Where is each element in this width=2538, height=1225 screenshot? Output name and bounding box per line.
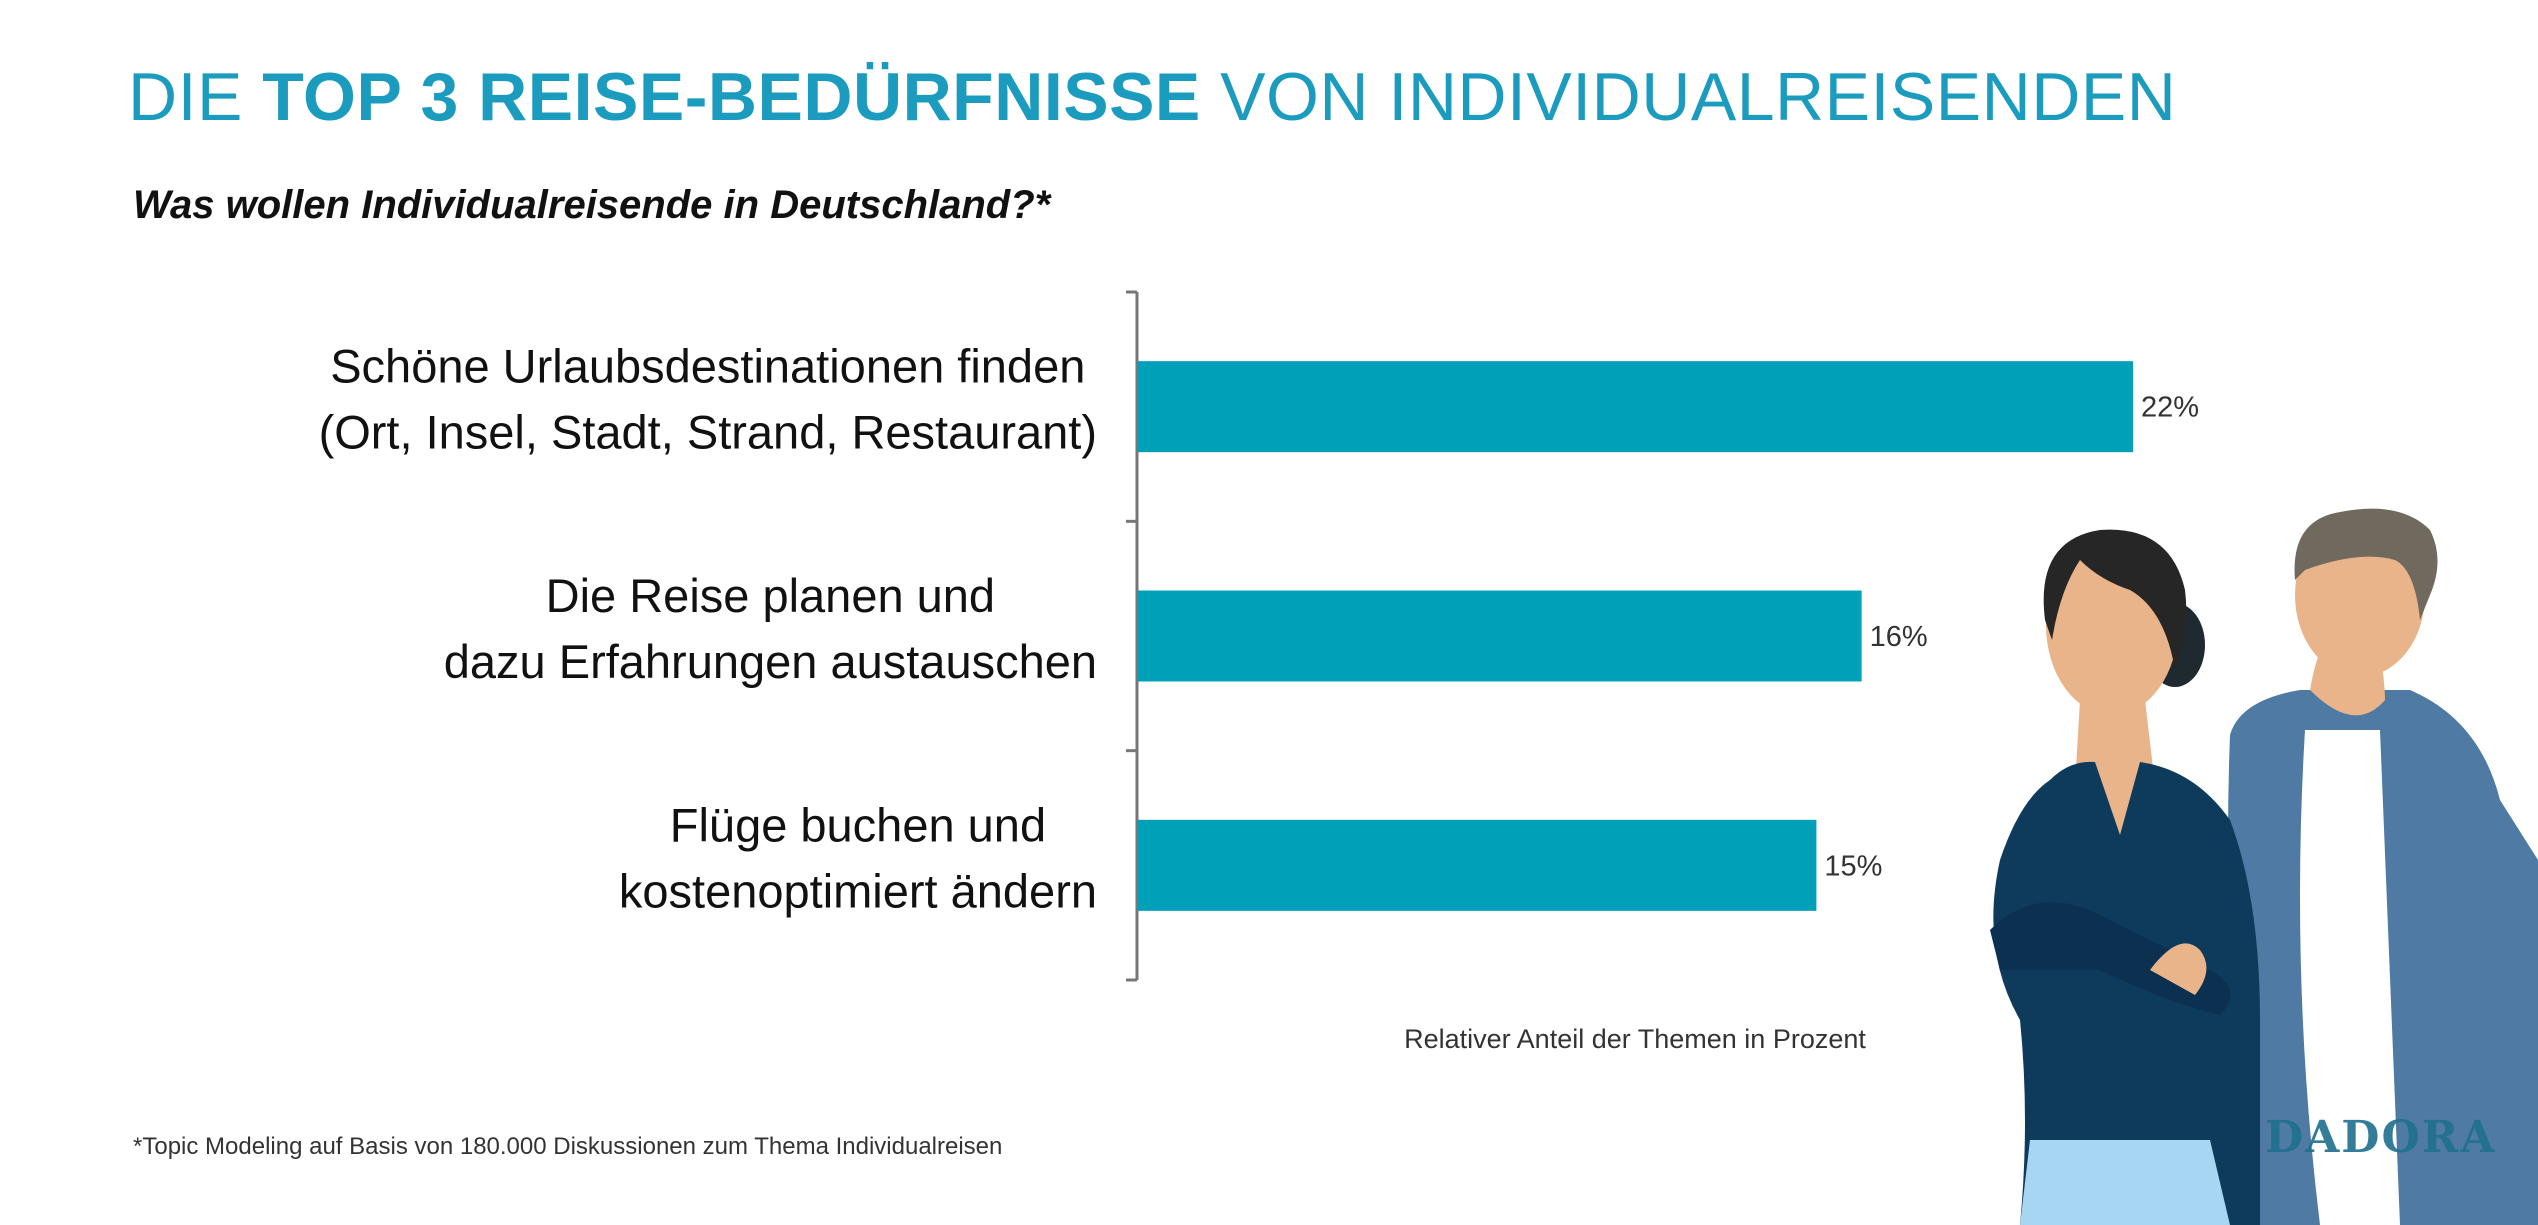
travelers-illustration bbox=[1990, 508, 2538, 1225]
chart-title: DIE TOP 3 REISE-BEDÜRFNISSE VON INDIVIDU… bbox=[128, 58, 2176, 136]
category-label-1: Schöne Urlaubsdestinationen finden (Ort, … bbox=[319, 340, 1097, 459]
category-label-line: Flüge buchen und bbox=[670, 798, 1046, 851]
man-figure bbox=[2228, 508, 2538, 1225]
bar-3 bbox=[1138, 819, 1817, 911]
value-label-2: 16% bbox=[1870, 621, 1928, 653]
title-prefix: DIE bbox=[128, 59, 263, 135]
chart-subtitle: Was wollen Individualreisende in Deutsch… bbox=[133, 183, 1051, 227]
axis-layer bbox=[1126, 290, 1139, 982]
x-axis-title: Relativer Anteil der Themen in Prozent bbox=[1404, 1024, 1866, 1054]
category-label-3: Flüge buchen und kostenoptimiert ändern bbox=[619, 798, 1097, 917]
bars-layer bbox=[1138, 361, 2133, 911]
labels-layer: 22% Schöne Urlaubsdestinationen finden (Or… bbox=[319, 340, 2199, 918]
category-label-line: kostenoptimiert ändern bbox=[619, 864, 1097, 917]
value-label-3: 15% bbox=[1824, 850, 1882, 882]
category-label-line: Die Reise planen und bbox=[546, 569, 995, 622]
category-label-2: Die Reise planen und dazu Erfahrungen aus… bbox=[444, 569, 1097, 688]
category-label-line: Schöne Urlaubsdestinationen finden bbox=[330, 340, 1085, 393]
title-suffix: VON INDIVIDUALREISENDEN bbox=[1200, 59, 2177, 135]
woman-figure bbox=[1990, 529, 2260, 1225]
footnote: *Topic Modeling auf Basis von 180.000 Di… bbox=[133, 1133, 1003, 1160]
category-label-line: dazu Erfahrungen austauschen bbox=[444, 635, 1097, 688]
title-highlight: TOP 3 REISE-BEDÜRFNISSE bbox=[262, 59, 1201, 135]
bar-2 bbox=[1138, 590, 1862, 682]
category-label-line: (Ort, Insel, Stadt, Strand, Restaurant) bbox=[319, 406, 1097, 459]
dadora-logo: DADORA bbox=[2265, 1112, 2497, 1163]
bar-1 bbox=[1138, 361, 2133, 453]
value-label-1: 22% bbox=[2141, 392, 2199, 424]
